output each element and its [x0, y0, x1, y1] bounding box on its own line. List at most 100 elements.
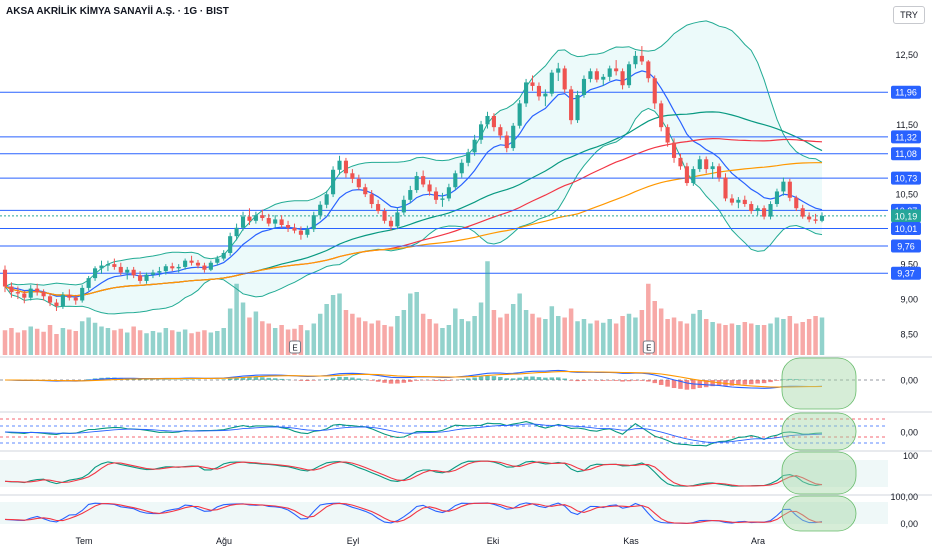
volume-bar: [48, 325, 53, 355]
currency-button[interactable]: TRY: [893, 6, 925, 24]
candle-body: [749, 204, 753, 211]
candle-body: [466, 152, 470, 162]
candle-body: [190, 261, 194, 263]
volume-bar: [86, 318, 91, 356]
candle-body: [621, 71, 625, 85]
macd-histogram-bar: [652, 380, 657, 383]
volume-bar: [575, 321, 580, 355]
candle-body: [788, 182, 792, 198]
candle-body: [376, 204, 380, 211]
x-tick-label: Eyl: [347, 536, 360, 546]
volume-bar: [543, 319, 548, 355]
volume-bar: [369, 324, 374, 356]
candle-body: [530, 82, 534, 85]
volume-bar: [408, 294, 413, 356]
price-tick-label: 11,50: [896, 120, 918, 130]
volume-bar: [389, 327, 394, 356]
candle-body: [170, 266, 174, 268]
volume-bar: [453, 309, 458, 356]
volume-bar: [157, 333, 162, 356]
macd-histogram-bar: [640, 380, 645, 381]
candle-body: [518, 103, 522, 125]
candle-body: [80, 288, 84, 301]
candle-body: [723, 177, 727, 198]
macd-histogram-bar: [434, 380, 439, 381]
volume-bar: [209, 333, 214, 356]
candle-body: [292, 228, 296, 231]
volume-bar: [414, 292, 419, 355]
macd-histogram-bar: [221, 379, 226, 380]
volume-bar: [241, 303, 246, 356]
macd-histogram-bar: [312, 380, 317, 381]
stochastic-band: [0, 502, 888, 524]
candle-body: [633, 56, 637, 64]
candle-body: [820, 216, 824, 221]
volume-bar: [749, 324, 754, 356]
candle-body: [614, 68, 618, 71]
candle-body: [132, 270, 136, 276]
candle-body: [704, 159, 708, 169]
macd-histogram-bar: [479, 377, 484, 380]
price-tick-label: 8,50: [900, 330, 918, 340]
macd-histogram-bar: [582, 380, 587, 381]
x-tick-label: Ağu: [216, 536, 232, 546]
candle-body: [42, 292, 46, 296]
macd-axis-label: 0,00: [900, 376, 918, 386]
volume-bar: [582, 319, 587, 355]
candle-body: [344, 161, 348, 174]
volume-bar: [678, 321, 683, 355]
candle-body: [736, 200, 740, 203]
volume-bar: [505, 314, 510, 355]
candle-body: [299, 231, 303, 235]
macd-histogram-bar: [569, 380, 574, 381]
candle-body: [144, 275, 148, 281]
macd-histogram-bar: [228, 379, 233, 380]
macd-histogram-bar: [189, 379, 194, 380]
macd-histogram-bar: [685, 380, 690, 390]
volume-bar: [511, 304, 516, 355]
volume-bar: [710, 322, 715, 355]
volume-bar: [125, 333, 130, 356]
rsi-band: [0, 460, 888, 487]
volume-bar: [704, 319, 709, 355]
macd-histogram-bar: [524, 377, 529, 380]
volume-bar: [106, 328, 111, 355]
level-label: 11,08: [895, 149, 917, 159]
earnings-marker-label: E: [646, 344, 651, 353]
candle-body: [235, 228, 239, 236]
candle-body: [485, 116, 489, 124]
highlight-region: [782, 452, 856, 494]
macd-histogram-bar: [627, 380, 632, 381]
macd-histogram-bar: [402, 380, 407, 383]
candle-body: [267, 218, 271, 224]
last-price-label: 10,19: [895, 211, 918, 221]
macd-histogram-bar: [505, 378, 510, 380]
candle-body: [575, 95, 579, 120]
volume-bar: [813, 316, 818, 355]
volume-bar: [723, 325, 728, 355]
candle-body: [382, 211, 386, 221]
macd-histogram-bar: [614, 380, 619, 381]
volume-bar: [202, 330, 207, 355]
volume-bar: [67, 330, 72, 356]
macd-histogram-bar: [337, 377, 342, 380]
macd-histogram-bar: [350, 378, 355, 380]
volume-bar: [672, 318, 677, 356]
candle-body: [183, 261, 187, 267]
macd-histogram-bar: [601, 380, 606, 381]
macd-histogram-bar: [363, 379, 368, 380]
candle-body: [325, 194, 329, 204]
volume-bar: [324, 304, 329, 355]
candle-body: [331, 170, 335, 194]
candle-body: [93, 268, 97, 278]
candle-body: [363, 187, 367, 194]
candle-body: [99, 266, 103, 269]
candle-body: [801, 208, 805, 216]
candle-body: [29, 289, 33, 298]
volume-bar: [479, 303, 484, 356]
candle-body: [157, 271, 161, 272]
candle-body: [48, 296, 52, 302]
volume-bar: [305, 330, 310, 355]
candle-body: [453, 173, 457, 187]
